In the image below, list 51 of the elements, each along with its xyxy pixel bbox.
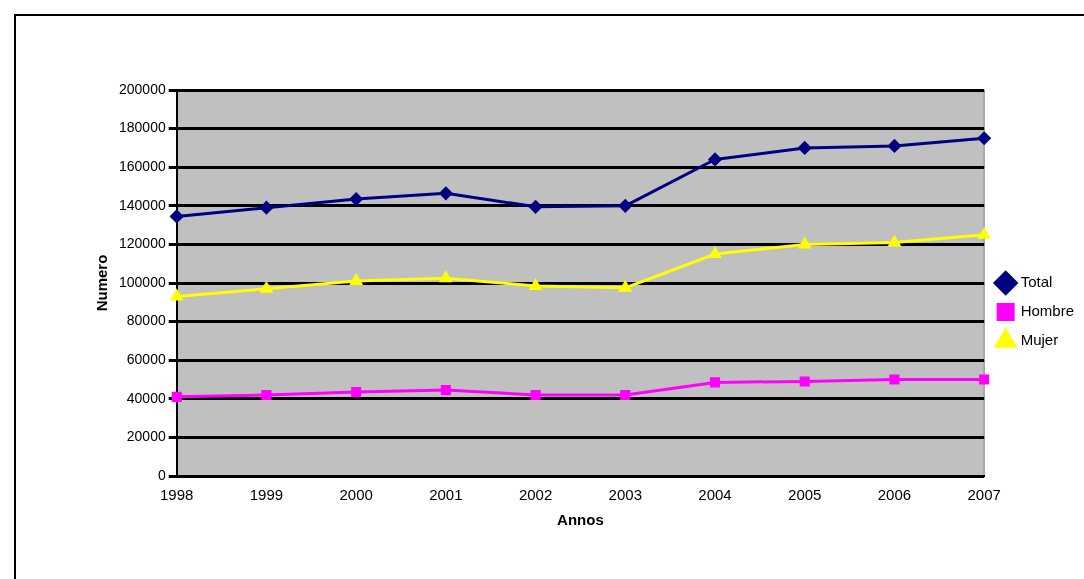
point (259, 201, 273, 215)
y-tick-label: 80000 (126, 312, 166, 329)
point (261, 389, 272, 400)
point (349, 192, 363, 206)
x-tick-label: 2003 (608, 486, 642, 504)
point (798, 141, 812, 155)
x-tick-label: 2004 (698, 486, 732, 504)
point (529, 200, 543, 214)
y-tick-label: 160000 (119, 158, 166, 175)
point (709, 377, 721, 388)
y-axis-title: Numero (93, 254, 111, 312)
point (350, 274, 362, 286)
x-tick-label: 2001 (429, 486, 463, 504)
y-tick-label: 0 (157, 466, 166, 483)
legend-label: Total (1020, 273, 1053, 291)
x-tick-label: 2006 (877, 486, 912, 504)
point (439, 186, 453, 200)
x-tick-label: 2000 (339, 486, 373, 504)
y-tick-label: 60000 (126, 351, 166, 368)
legend-label: Mujer (1020, 331, 1059, 349)
x-tick-label: 2005 (788, 486, 822, 504)
x-tick-label: 2002 (518, 486, 553, 504)
y-tick-label: 20000 (126, 428, 166, 445)
x-tick-label: 1998 (160, 486, 194, 504)
point (888, 235, 901, 247)
y-tick-label: 180000 (119, 119, 166, 136)
y-tick-label: 40000 (126, 389, 166, 406)
y-tick-label: 200000 (119, 80, 166, 97)
point (440, 271, 452, 283)
point (977, 131, 991, 145)
x-tick-label: 2007 (967, 486, 1001, 504)
point (709, 247, 721, 259)
point (889, 374, 900, 385)
point (979, 374, 990, 385)
y-tick-label: 100000 (119, 273, 166, 290)
point (440, 385, 451, 396)
point (708, 152, 722, 166)
point (887, 139, 901, 153)
point (351, 387, 362, 398)
point (618, 199, 632, 213)
legend-label: Hombre (1020, 302, 1075, 320)
y-tick-label: 140000 (119, 196, 166, 213)
point (620, 389, 631, 400)
point (170, 209, 184, 223)
y-tick-label: 120000 (119, 235, 166, 252)
x-axis-title: Annos (557, 511, 604, 529)
x-tick-label: 1999 (249, 486, 284, 504)
point (530, 389, 541, 400)
point (799, 376, 810, 387)
point (798, 237, 811, 249)
point (529, 279, 542, 290)
